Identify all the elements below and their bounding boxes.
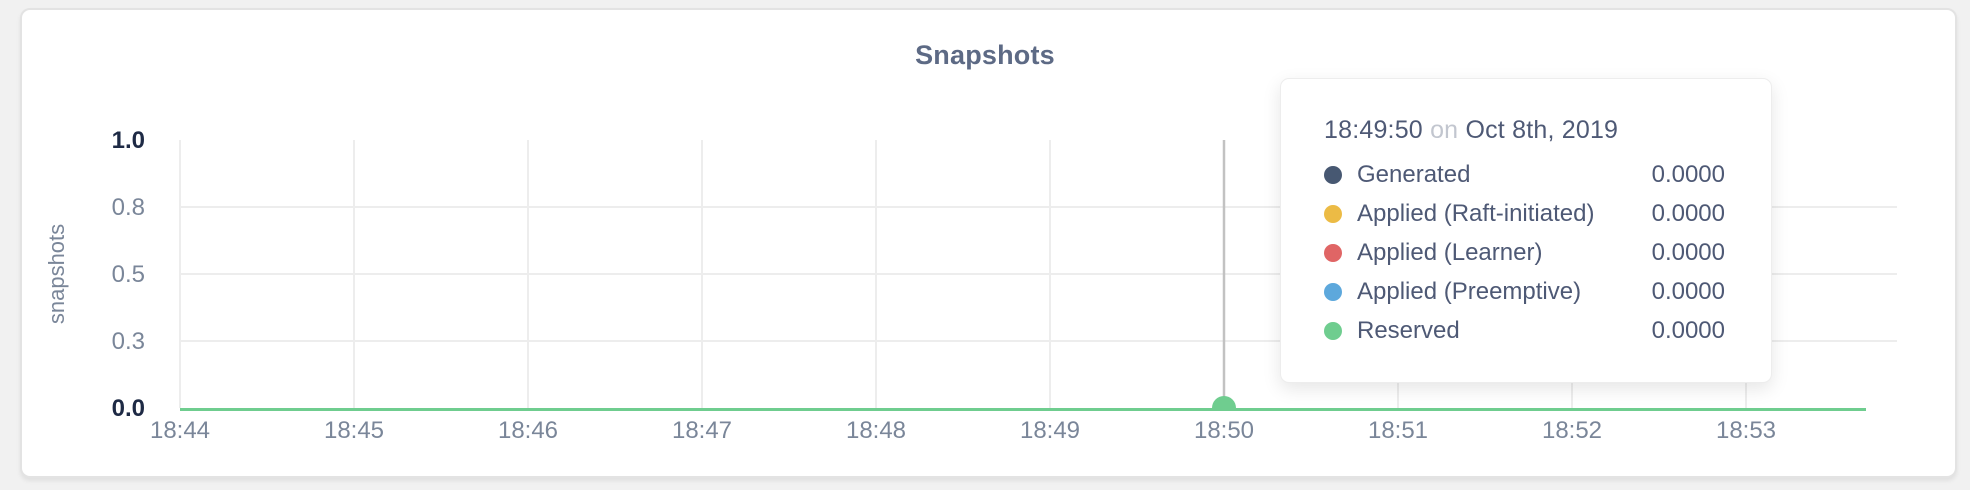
x-axis-tick-label: 18:50 bbox=[1194, 417, 1254, 444]
series-label: Applied (Raft-initiated) bbox=[1357, 199, 1595, 227]
series-value: 0.0000 bbox=[1651, 277, 1725, 305]
series-color-dot bbox=[1324, 165, 1342, 184]
series-color-dot bbox=[1324, 243, 1342, 262]
series-label: Applied (Preemptive) bbox=[1357, 277, 1582, 305]
tooltip-series-row: Applied (Preemptive) 0.0000 bbox=[1324, 272, 1725, 311]
series-value: 0.0000 bbox=[1651, 160, 1725, 188]
series-value: 0.0000 bbox=[1651, 316, 1725, 344]
tooltip-series-row: Applied (Learner) 0.0000 bbox=[1324, 233, 1725, 272]
x-axis-tick-label: 18:52 bbox=[1542, 417, 1602, 444]
x-axis-tick-label: 18:49 bbox=[1020, 417, 1080, 444]
series-label: Generated bbox=[1357, 160, 1471, 188]
tooltip-series-row: Reserved 0.0000 bbox=[1324, 311, 1725, 350]
series-color-dot bbox=[1324, 204, 1342, 223]
hover-point-dot bbox=[1212, 396, 1236, 408]
chart-hover-tooltip: 18:49:50 on Oct 8th, 2019 Generated 0.000… bbox=[1280, 78, 1772, 383]
y-axis-tick-label: 0.3 bbox=[112, 328, 145, 355]
x-axis-tick-label: 18:47 bbox=[672, 417, 732, 444]
series-value: 0.0000 bbox=[1651, 199, 1725, 227]
tooltip-header: 18:49:50 on Oct 8th, 2019 bbox=[1324, 115, 1725, 145]
series-value: 0.0000 bbox=[1651, 238, 1725, 266]
tooltip-time: 18:49:50 bbox=[1324, 116, 1423, 144]
y-axis-tick-label: 0.5 bbox=[112, 261, 145, 288]
x-axis-tick-label: 18:51 bbox=[1368, 417, 1428, 444]
series-color-dot bbox=[1324, 321, 1342, 340]
x-axis-tick-label: 18:46 bbox=[498, 417, 558, 444]
chart-title: Snapshots bbox=[915, 40, 1055, 70]
x-axis-tick-label: 18:45 bbox=[324, 417, 384, 444]
x-axis-tick-label: 18:53 bbox=[1716, 417, 1776, 444]
y-axis-tick-label: 0.0 bbox=[112, 395, 145, 422]
tooltip-series-row: Applied (Raft-initiated) 0.0000 bbox=[1324, 194, 1725, 233]
tooltip-date: Oct 8th, 2019 bbox=[1465, 116, 1619, 144]
tooltip-connector: on bbox=[1430, 116, 1459, 144]
y-axis-tick-label: 0.8 bbox=[112, 194, 145, 221]
tooltip-series-row: Generated 0.0000 bbox=[1324, 155, 1725, 194]
series-color-dot bbox=[1324, 282, 1342, 301]
tooltip-series-list: Generated 0.0000 Applied (Raft-initiated) 0… bbox=[1324, 155, 1725, 350]
x-axis-tick-label: 18:48 bbox=[846, 417, 906, 444]
x-axis-tick-label: 18:44 bbox=[150, 417, 210, 444]
y-axis-tick-label: 1.0 bbox=[112, 127, 145, 154]
series-label: Reserved bbox=[1357, 316, 1460, 344]
y-axis-title: snapshots bbox=[44, 224, 69, 324]
series-label: Applied (Learner) bbox=[1357, 238, 1543, 266]
